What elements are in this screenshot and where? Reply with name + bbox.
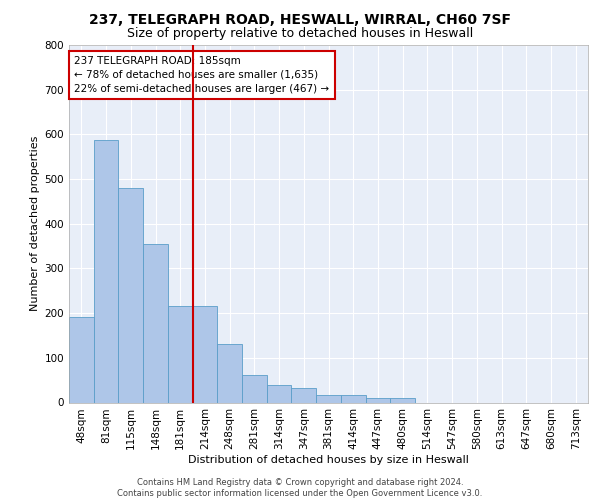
Bar — [341, 396, 365, 402]
Bar — [94, 140, 118, 402]
Bar — [168, 306, 193, 402]
Bar — [267, 384, 292, 402]
X-axis label: Distribution of detached houses by size in Heswall: Distribution of detached houses by size … — [188, 455, 469, 465]
Bar — [118, 188, 143, 402]
Bar — [193, 306, 217, 402]
Text: Size of property relative to detached houses in Heswall: Size of property relative to detached ho… — [127, 28, 473, 40]
Bar — [292, 388, 316, 402]
Bar — [217, 344, 242, 403]
Y-axis label: Number of detached properties: Number of detached properties — [31, 136, 40, 312]
Text: Contains HM Land Registry data © Crown copyright and database right 2024.
Contai: Contains HM Land Registry data © Crown c… — [118, 478, 482, 498]
Bar — [390, 398, 415, 402]
Text: 237 TELEGRAPH ROAD: 185sqm
← 78% of detached houses are smaller (1,635)
22% of s: 237 TELEGRAPH ROAD: 185sqm ← 78% of deta… — [74, 56, 329, 94]
Text: 237, TELEGRAPH ROAD, HESWALL, WIRRAL, CH60 7SF: 237, TELEGRAPH ROAD, HESWALL, WIRRAL, CH… — [89, 12, 511, 26]
Bar — [365, 398, 390, 402]
Bar — [316, 396, 341, 402]
Bar — [69, 316, 94, 402]
Bar — [143, 244, 168, 402]
Bar — [242, 375, 267, 402]
